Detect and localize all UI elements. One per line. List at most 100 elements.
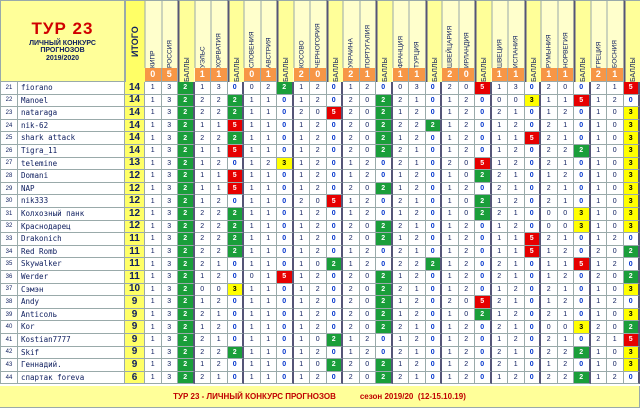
pick: 2 [392, 195, 409, 208]
points: 0 [277, 334, 294, 347]
pick: 1 [508, 346, 525, 360]
pick: 0 [607, 271, 624, 284]
points: 0 [524, 359, 541, 372]
pick: 0 [607, 145, 624, 158]
points: 0 [475, 334, 492, 347]
pick: 2 [508, 195, 525, 208]
pick: 2 [458, 245, 475, 259]
pick: 2 [607, 296, 624, 309]
pick: 1 [491, 334, 508, 347]
points: 0 [425, 170, 442, 183]
title-block: ТУР 23 ЛИЧНЫЙ КОНКУРС ПРОГНОЗОВ 2019/202… [0, 0, 125, 82]
pick: 2 [607, 233, 624, 246]
points: 0 [326, 308, 343, 322]
team-header: РОССИЯ [161, 0, 178, 68]
points-header: БАЛЛЫ [524, 0, 541, 82]
pick: 1 [557, 119, 574, 133]
pick: 2 [541, 182, 558, 196]
pick: 1 [590, 296, 607, 309]
points: 2 [376, 220, 393, 234]
pick: 1 [293, 245, 310, 259]
pick: 2 [458, 145, 475, 158]
pick: 2 [458, 359, 475, 372]
points: 0 [475, 346, 492, 360]
pick: 2 [343, 321, 360, 334]
pick: 1 [145, 334, 162, 347]
points: 5 [524, 132, 541, 145]
pick: 1 [541, 296, 558, 309]
pick: 1 [293, 233, 310, 246]
player-total: 14 [125, 107, 145, 120]
pick: 0 [359, 220, 376, 234]
pick: 2 [409, 359, 426, 372]
points: 0 [425, 334, 442, 347]
pick: 1 [260, 132, 277, 145]
points: 0 [524, 371, 541, 385]
pick: 2 [508, 157, 525, 171]
pick: 0 [359, 132, 376, 145]
pick: 3 [161, 119, 178, 133]
points: 2 [623, 321, 640, 334]
points: 0 [425, 321, 442, 334]
pick: 2 [343, 220, 360, 234]
points: 0 [326, 271, 343, 284]
player-total: 14 [125, 132, 145, 145]
pick: 1 [557, 233, 574, 246]
pick: 1 [145, 132, 162, 145]
pick: 1 [194, 359, 211, 372]
pick: 1 [260, 195, 277, 208]
pick: 1 [145, 308, 162, 322]
pick: 2 [194, 233, 211, 246]
pick: 0 [607, 321, 624, 334]
player-total: 11 [125, 271, 145, 284]
points: 2 [475, 195, 492, 208]
points: 0 [227, 157, 244, 171]
pick: 3 [161, 220, 178, 234]
pick: 0 [458, 296, 475, 309]
points: 0 [376, 334, 393, 347]
pick: 2 [541, 283, 558, 297]
pick: 1 [442, 283, 459, 297]
pick: 1 [293, 170, 310, 183]
pick: 1 [392, 296, 409, 309]
pick: 2 [557, 107, 574, 120]
points: 0 [623, 233, 640, 246]
pick: 1 [343, 82, 360, 95]
pick: 1 [293, 82, 310, 95]
pick: 2 [293, 195, 310, 208]
pick: 1 [557, 94, 574, 108]
pick: 1 [590, 371, 607, 385]
pick: 2 [359, 195, 376, 208]
points: 0 [475, 220, 492, 234]
pick: 2 [392, 220, 409, 234]
match-score: 0 [458, 68, 475, 82]
row-number: 32 [0, 220, 18, 234]
pick: 2 [508, 334, 525, 347]
points: 0 [524, 182, 541, 196]
player-name: nik333 [18, 195, 125, 208]
pick: 1 [442, 220, 459, 234]
pick: 1 [293, 346, 310, 360]
pick: 2 [194, 220, 211, 234]
pick: 1 [409, 195, 426, 208]
pick: 2 [260, 157, 277, 171]
points: 0 [227, 195, 244, 208]
points: 0 [326, 94, 343, 108]
pick: 3 [161, 233, 178, 246]
row-number: 30 [0, 195, 18, 208]
points: 0 [227, 321, 244, 334]
points: 0 [574, 233, 591, 246]
pick: 3 [161, 195, 178, 208]
player-total: 12 [125, 170, 145, 183]
points: 2 [574, 371, 591, 385]
pick: 2 [359, 208, 376, 221]
pick: 2 [458, 283, 475, 297]
match-score: 1 [541, 68, 558, 82]
pick: 1 [293, 258, 310, 271]
points: 2 [227, 107, 244, 120]
pick: 2 [343, 94, 360, 108]
pick: 1 [409, 157, 426, 171]
pick: 2 [458, 107, 475, 120]
points: 2 [376, 233, 393, 246]
points: 0 [524, 258, 541, 271]
